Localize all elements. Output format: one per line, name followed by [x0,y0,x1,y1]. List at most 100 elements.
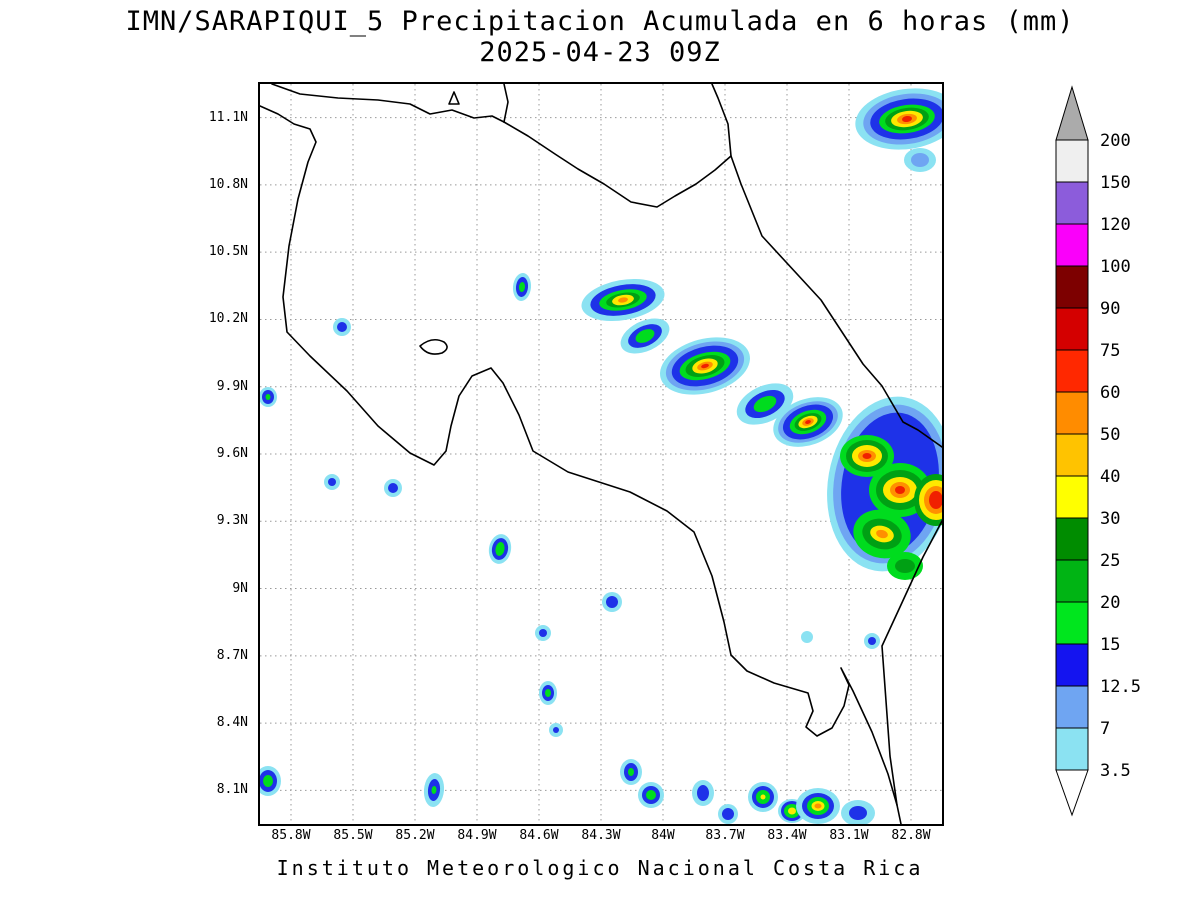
colorbar-band [1056,434,1088,476]
precip-contour-grn2 [895,559,915,573]
y-tick-label: 10.8N [209,177,248,192]
precip-contour-cyan [801,631,813,643]
colorbar-level-label: 20 [1100,593,1120,613]
x-tick-label: 84.9W [457,828,496,843]
colorbar-band [1056,644,1088,686]
page-title: IMN/SARAPIQUI_5 Precipitacion Acumulada … [0,6,1200,37]
precip-cell [487,532,514,565]
colorbar-level-label: 7 [1100,719,1110,739]
precip-cell [801,631,813,643]
lake-nicaragua-shore [272,84,504,122]
colorbar-level-label: 200 [1100,131,1131,151]
colorbar-level-label: 120 [1100,215,1131,235]
x-tick-label: 85.2W [395,828,434,843]
colorbar-band [1056,602,1088,644]
precip-cell [324,474,340,490]
y-tick-label: 9.3N [217,513,248,528]
precip-cell [423,772,446,808]
precip-cell [887,552,923,580]
colorbar-band [1056,686,1088,728]
x-tick-label: 83.7W [705,828,744,843]
x-tick-label: 82.8W [891,828,930,843]
precip-contour-blue [722,808,734,820]
precip-cell [864,633,880,649]
colorbar-level-label: 50 [1100,425,1120,445]
precip-cell [638,782,664,808]
colorbar-band [1056,182,1088,224]
colorbar-level-label: 60 [1100,383,1120,403]
x-tick-label: 83.1W [829,828,868,843]
precip-contour-yellow [788,808,796,815]
precip-contour-red [863,453,872,459]
precip-contour-blue [849,806,867,820]
precip-cell [512,272,532,301]
lake-nicaragua-east-shore [504,84,508,122]
colorbar-band [1056,560,1088,602]
precip-contour-blue [388,483,398,493]
precip-contour-green [646,790,656,800]
page-subtitle-datetime: 2025-04-23 09Z [0,37,1200,68]
colorbar-level-label: 40 [1100,467,1120,487]
precip-contour-blue [328,478,336,486]
x-tick-label: 85.8W [271,828,310,843]
colorbar-band [1056,476,1088,518]
precipitation-map-frame [258,82,944,826]
precipitation-map [260,84,942,824]
colorbar-above-triangle [1056,87,1088,140]
colorbar-level-label: 75 [1100,341,1120,361]
coastline-pacific [260,106,901,824]
colorbar-band [1056,308,1088,350]
precip-cell [333,318,351,336]
colorbar-level-label: 30 [1100,509,1120,529]
precip-contour-blue [697,785,709,801]
colorbar-band [1056,350,1088,392]
colorbar-below-triangle [1056,770,1088,815]
precip-contour-blue [553,727,559,733]
x-tick-label: 84.6W [519,828,558,843]
precip-contour-orange [815,804,822,809]
x-tick-label: 84.3W [581,828,620,843]
y-tick-label: 9.9N [217,379,248,394]
y-tick-label: 8.1N [217,782,248,797]
precip-contour-blue [539,629,547,637]
colorbar-band [1056,728,1088,770]
colorbar-level-label: 12.5 [1100,677,1141,697]
precip-contour-green [263,775,273,787]
precip-cell [851,84,942,156]
y-tick-label: 9N [232,581,248,596]
y-tick-label: 10.2N [209,311,248,326]
border-nicaragua-river [504,122,731,207]
colorbar-band [1056,140,1088,182]
colorbar-band [1056,518,1088,560]
precip-cell [549,723,563,737]
precip-contour-green [545,689,551,697]
precip-cell [654,328,757,404]
title-block: IMN/SARAPIQUI_5 Precipitacion Acumulada … [0,6,1200,68]
colorbar-level-label: 3.5 [1100,761,1131,781]
precip-contour-blue [606,596,618,608]
latitude-axis-labels: 11.1N10.8N10.5N10.2N9.9N9.6N9.3N9N8.7N8.… [180,84,252,824]
precip-cell [620,759,642,785]
y-tick-label: 11.1N [209,110,248,125]
precip-cell [602,592,622,612]
y-tick-label: 8.7N [217,648,248,663]
colorbar-svg: 20015012010090756050403025201512.573.5 [1048,85,1198,830]
y-tick-label: 8.4N [217,715,248,730]
precip-cell [535,625,551,641]
precip-cell [539,681,557,705]
y-tick-label: 9.6N [217,446,248,461]
colorbar-band [1056,224,1088,266]
colorbar-level-label: 90 [1100,299,1120,319]
precip-contour-green [628,768,634,776]
precip-cell [718,804,738,824]
precip-contour-yellow [761,795,766,800]
precip-cell [796,788,840,824]
precip-contour-red [895,486,905,494]
precip-contour-blue [337,322,347,332]
precip-contour-blue [868,637,876,645]
precip-cell [841,800,875,824]
colorbar-level-label: 150 [1100,173,1131,193]
precip-contour-corn [911,153,929,167]
precip-cell [748,782,778,812]
colorbar-band [1056,392,1088,434]
